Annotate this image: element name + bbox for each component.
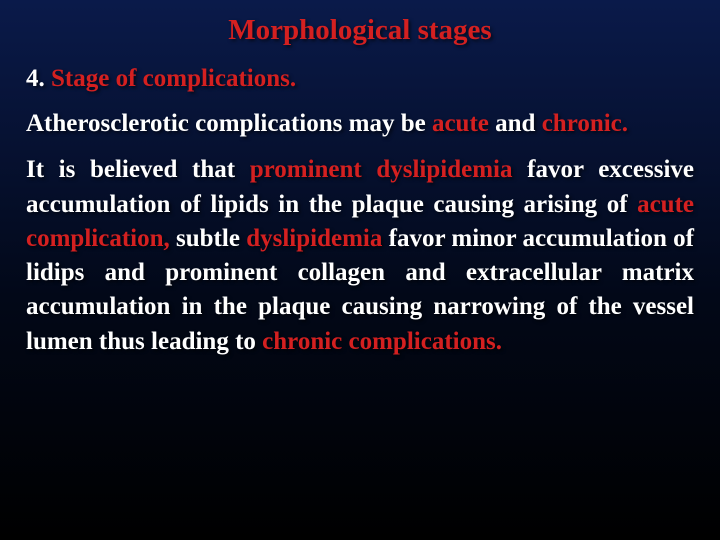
highlight-dyslipidemia: dyslipidemia <box>246 225 382 252</box>
slide: Morphological stages 4. Stage of complic… <box>0 0 720 540</box>
paragraph-2: It is believed that prominent dyslipidem… <box>26 153 694 359</box>
slide-title: Morphological stages <box>26 14 694 47</box>
stage-number: 4. <box>26 65 51 92</box>
text-segment: Atherosclerotic complications may be <box>26 110 432 137</box>
text-segment: subtle <box>170 225 246 252</box>
stage-heading: 4. Stage of complications. <box>26 65 694 93</box>
highlight-acute: acute <box>432 110 489 137</box>
text-segment: and <box>489 110 542 137</box>
highlight-chronic-complications: chronic complications. <box>262 328 502 355</box>
stage-name: Stage of complications. <box>51 65 296 92</box>
text-segment: It is believed that <box>26 156 250 183</box>
highlight-prominent-dyslipidemia: prominent dyslipidemia <box>250 156 513 183</box>
paragraph-1: Atherosclerotic complications may be acu… <box>26 107 694 141</box>
highlight-chronic: chronic. <box>542 110 628 137</box>
